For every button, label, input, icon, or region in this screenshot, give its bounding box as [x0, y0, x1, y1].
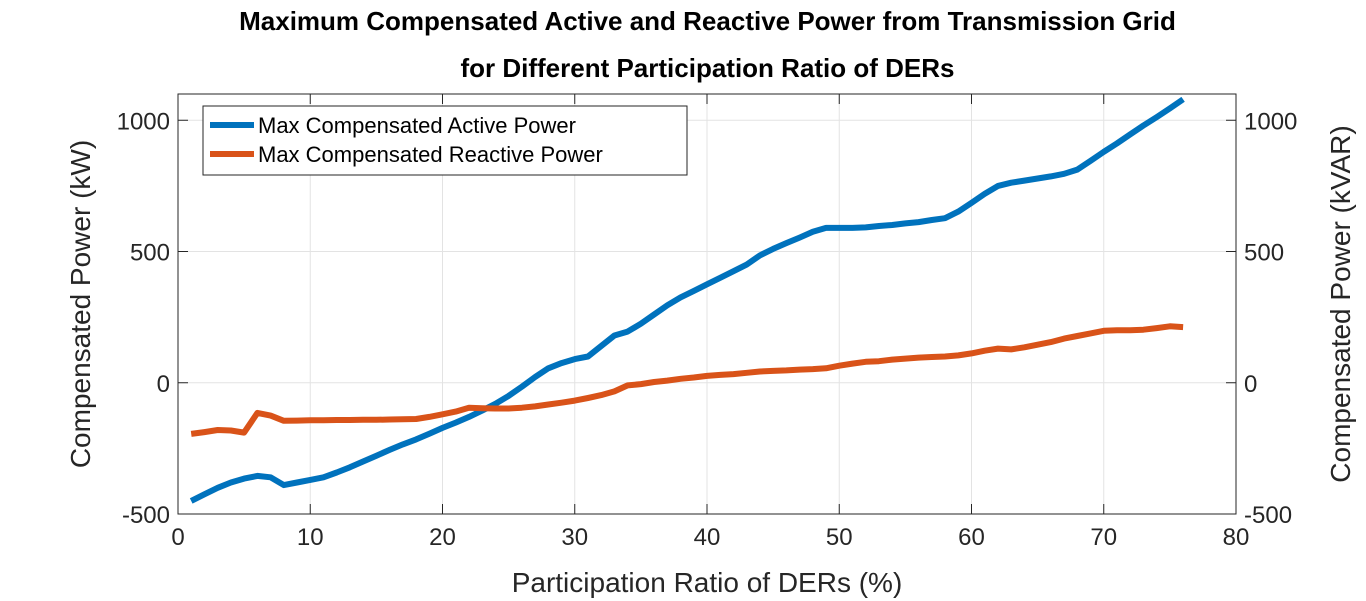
legend-label-active-power: Max Compensated Active Power: [258, 113, 576, 138]
x-axis-label: Participation Ratio of DERs (%): [512, 567, 903, 598]
x-tick-label: 30: [561, 524, 588, 551]
series-group: [189, 96, 1185, 504]
y-tick-label-right: 1000: [1244, 108, 1297, 135]
x-tick-label: 80: [1223, 524, 1250, 551]
y-tick-label-left: 1000: [117, 108, 170, 135]
series-reactive-power-line: [190, 323, 1184, 437]
legend-label-reactive-power: Max Compensated Reactive Power: [258, 142, 603, 167]
x-tick-label: 60: [958, 524, 985, 551]
legend: Max Compensated Active Power Max Compens…: [202, 105, 688, 176]
tick-marks: [177, 94, 1237, 515]
x-tick-label: 10: [297, 524, 324, 551]
chart-title-line-1: Maximum Compensated Active and Reactive …: [239, 6, 1176, 36]
x-tick-label: 0: [171, 524, 184, 551]
y-tick-label-left: 500: [130, 240, 170, 267]
x-tick-label: 50: [826, 524, 853, 551]
y-tick-label-left: -500: [122, 502, 170, 529]
y-tick-label-left: 0: [157, 371, 170, 398]
x-tick-label: 20: [429, 524, 456, 551]
y-axis-label-right: Compensated Power (kVAR): [1325, 125, 1356, 482]
y-tick-label-right: -500: [1244, 502, 1292, 529]
x-tick-label: 70: [1090, 524, 1117, 551]
y-tick-label-right: 0: [1244, 371, 1257, 398]
y-axis-label-left: Compensated Power (kW): [65, 140, 96, 468]
chart-title-line-2: for Different Participation Ratio of DER…: [460, 53, 955, 83]
series-active-power-line: [189, 96, 1185, 504]
y-tick-label-right: 500: [1244, 240, 1284, 267]
legend-box: [202, 105, 688, 176]
x-tick-label: 40: [694, 524, 721, 551]
